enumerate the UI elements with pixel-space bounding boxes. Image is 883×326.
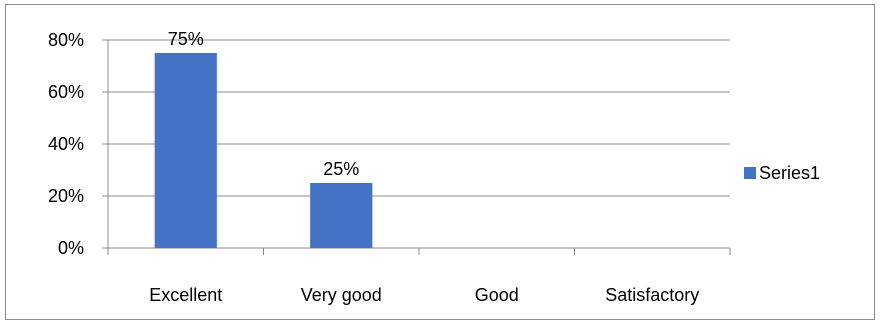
legend-label: Series1 <box>759 163 820 183</box>
data-label: 75% <box>168 29 204 49</box>
bar-very-good <box>310 183 373 248</box>
x-category-label: Good <box>475 285 519 305</box>
y-tick-label: 20% <box>48 186 84 206</box>
data-label: 25% <box>323 159 359 179</box>
y-tick-label: 0% <box>58 238 84 258</box>
y-tick-label: 40% <box>48 134 84 154</box>
x-category-label: Excellent <box>149 285 222 305</box>
y-tick-label: 60% <box>48 82 84 102</box>
bar-excellent <box>154 53 217 248</box>
legend-swatch <box>744 167 756 179</box>
chart-frame <box>5 4 875 320</box>
y-tick-label: 80% <box>48 30 84 50</box>
x-category-label: Very good <box>301 285 382 305</box>
x-category-label: Satisfactory <box>605 285 699 305</box>
